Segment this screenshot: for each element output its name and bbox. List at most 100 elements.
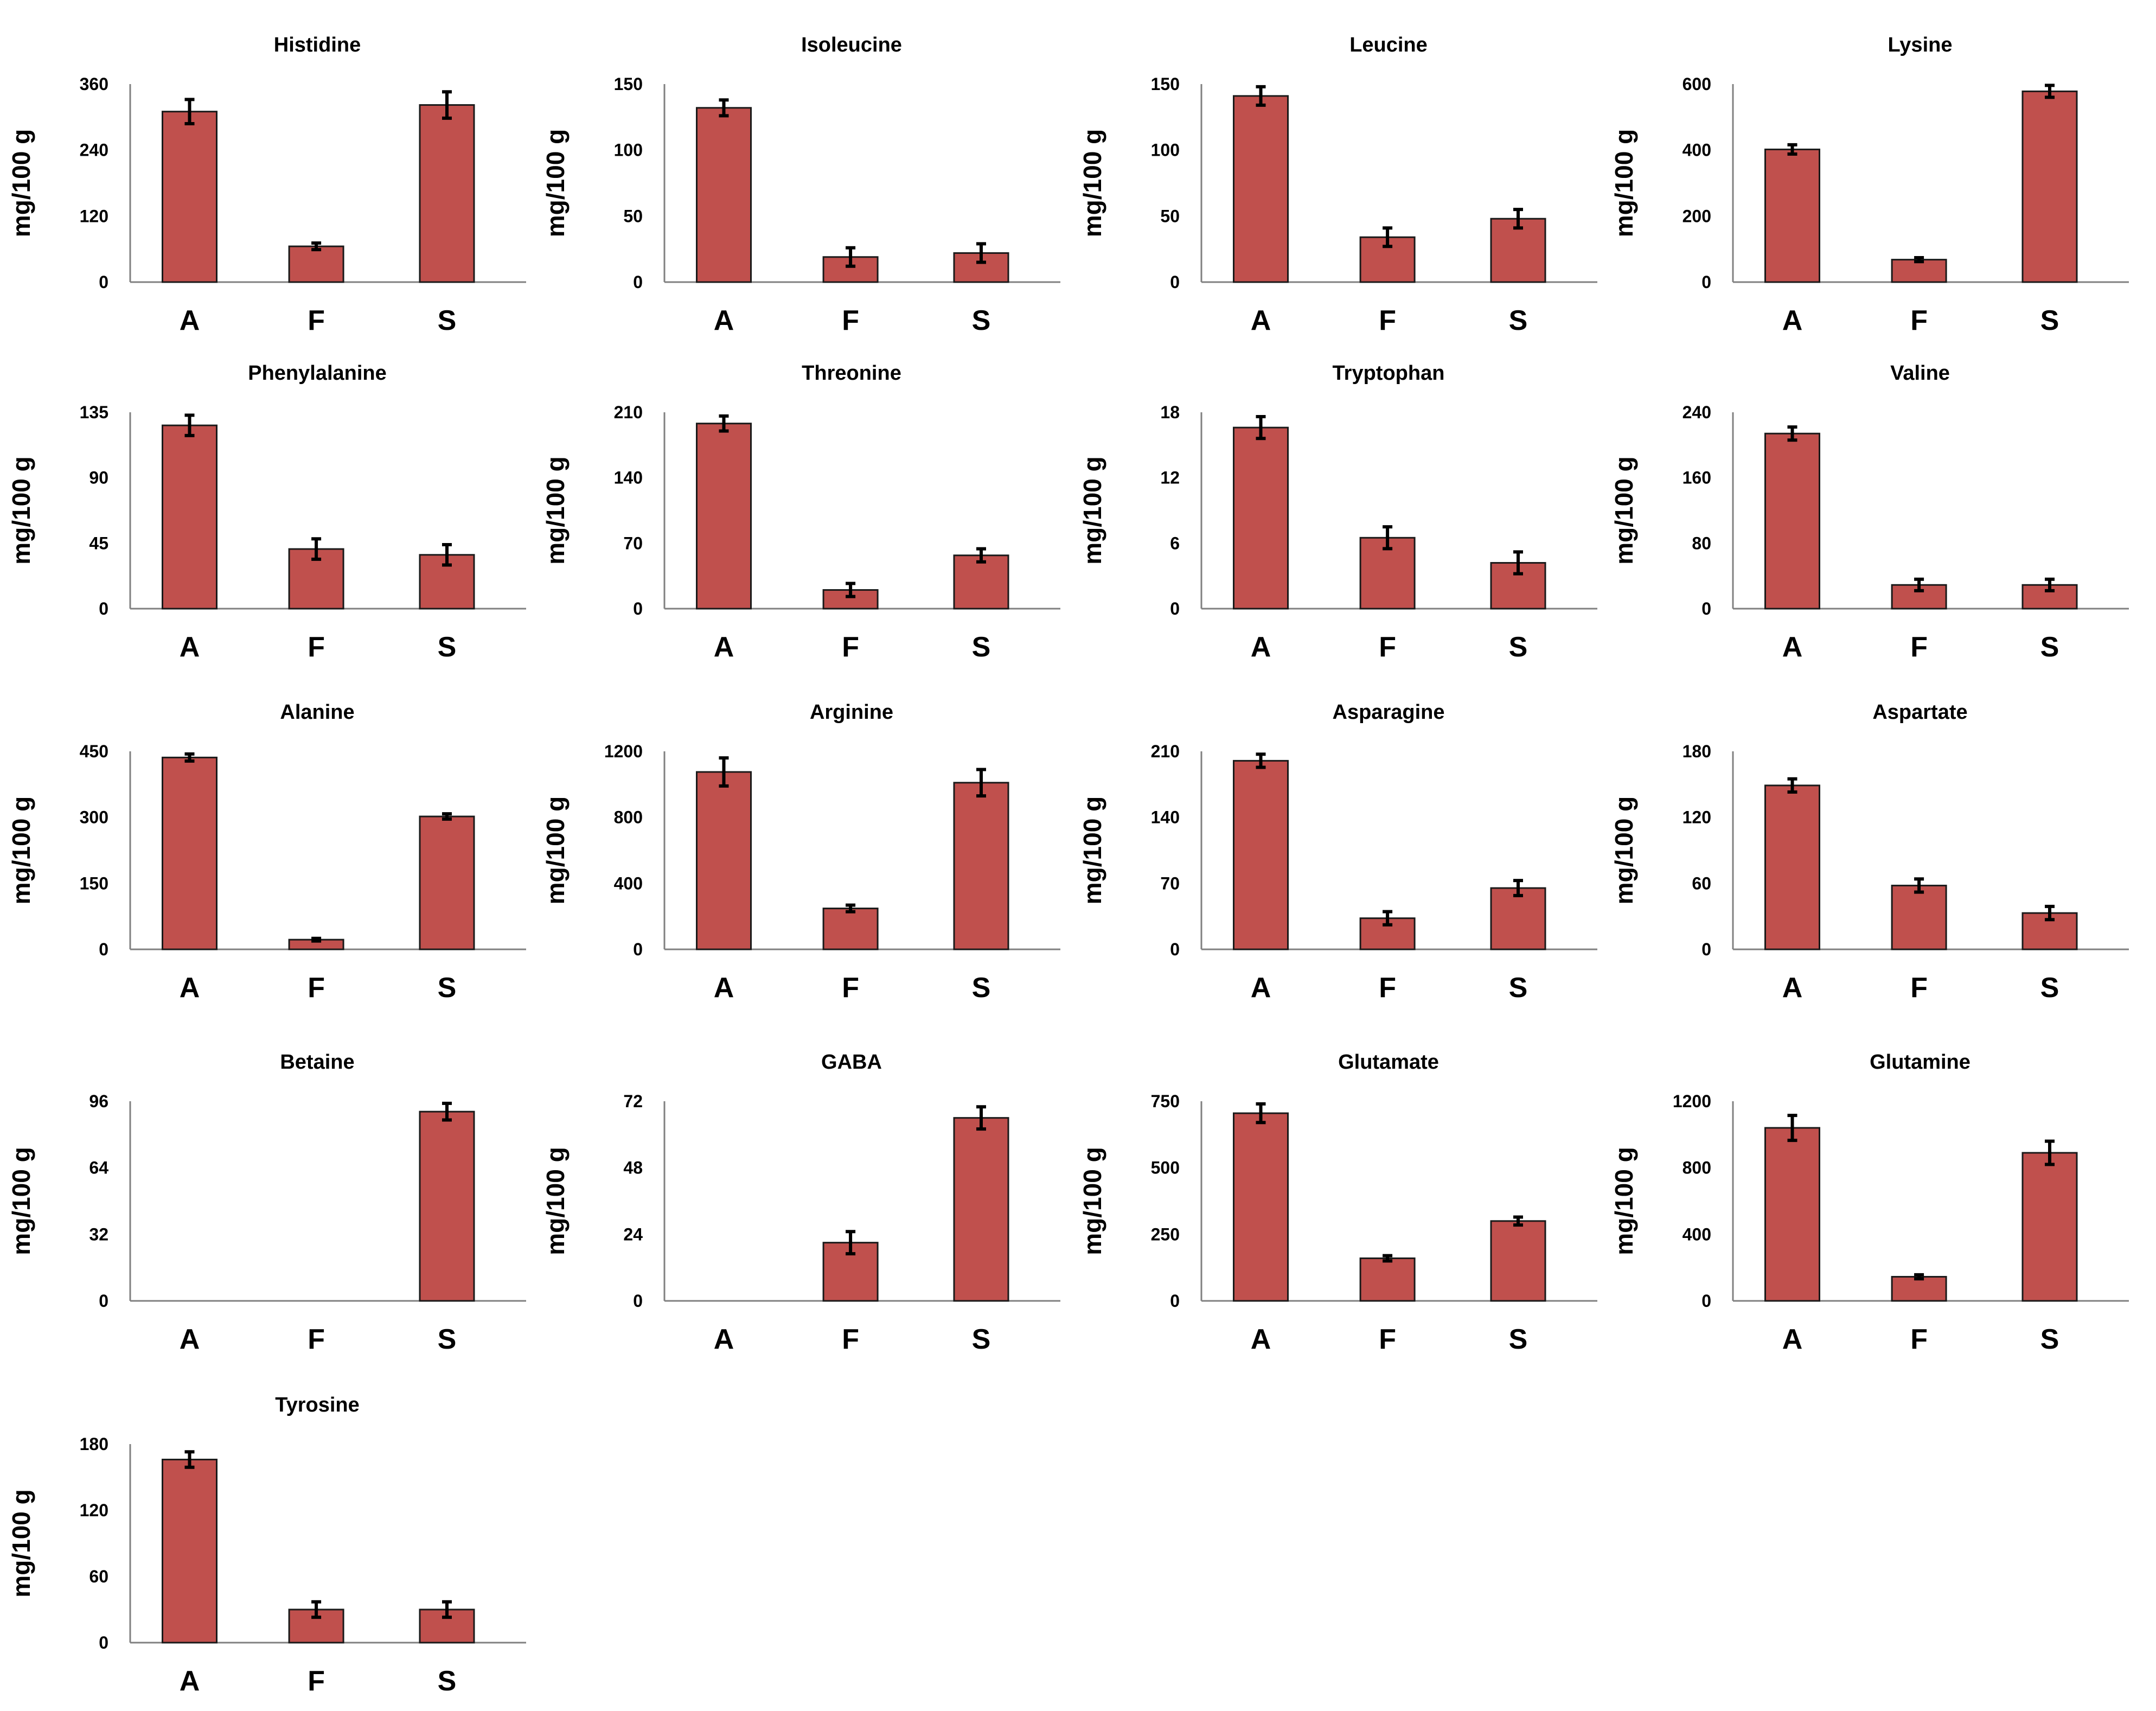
y-tick-label: 72 bbox=[623, 1091, 643, 1111]
y-axis-label: mg/100 g bbox=[1610, 796, 1638, 904]
x-tick-label: A bbox=[1782, 1324, 1803, 1355]
x-tick-label: F bbox=[308, 1324, 325, 1355]
y-tick-label: 140 bbox=[614, 468, 643, 488]
x-tick-label: S bbox=[438, 305, 457, 336]
error-bar-A bbox=[1256, 752, 1266, 769]
y-axis-label: mg/100 g bbox=[7, 456, 35, 564]
error-bar-F bbox=[1383, 1254, 1393, 1263]
y-tick-label: 180 bbox=[1682, 742, 1711, 761]
x-tick-label: F bbox=[1379, 972, 1396, 1004]
error-bar-F bbox=[846, 1230, 856, 1256]
chart-title: Glutamine bbox=[1870, 1051, 1971, 1074]
error-bar-S bbox=[1513, 879, 1523, 897]
chart-threonine: Threonine mg/100 g 0 70 140 210 A F S bbox=[541, 362, 1060, 663]
error-bar-A bbox=[1787, 777, 1797, 794]
y-tick-label: 120 bbox=[80, 206, 108, 226]
y-tick-label: 0 bbox=[633, 940, 643, 959]
x-tick-label: S bbox=[1509, 631, 1528, 663]
error-bar-S bbox=[2045, 84, 2055, 99]
x-tick-label: A bbox=[714, 972, 734, 1004]
error-bar-S bbox=[442, 1600, 452, 1619]
x-tick-label: A bbox=[714, 631, 734, 663]
x-tick-label: A bbox=[714, 1324, 734, 1355]
error-bar-F bbox=[311, 537, 322, 561]
y-tick-label: 240 bbox=[1682, 403, 1711, 422]
bar-S bbox=[419, 1110, 475, 1302]
chart-isoleucine: Isoleucine mg/100 g 0 50 100 150 A F S bbox=[541, 34, 1060, 336]
chart-alanine: Alanine mg/100 g 0 150 300 450 A F S bbox=[7, 701, 526, 1004]
y-tick-label: 0 bbox=[633, 1291, 643, 1311]
chart-title: Tyrosine bbox=[275, 1394, 360, 1416]
y-tick-label: 750 bbox=[1151, 1091, 1180, 1111]
y-tick-label: 0 bbox=[99, 1633, 108, 1652]
y-axis-label: mg/100 g bbox=[7, 129, 35, 237]
error-bar-F bbox=[1914, 1273, 1924, 1281]
error-bar-S bbox=[976, 547, 986, 564]
bar-F bbox=[822, 256, 879, 283]
bar-S bbox=[419, 104, 475, 283]
y-tick-label: 360 bbox=[80, 74, 108, 94]
error-bar-S bbox=[976, 242, 986, 264]
bar-A bbox=[1233, 95, 1289, 283]
chart-title: Aspartate bbox=[1872, 701, 1967, 724]
error-bar-F bbox=[846, 903, 856, 914]
y-tick-label: 32 bbox=[89, 1224, 108, 1244]
x-tick-label: S bbox=[2040, 631, 2059, 663]
x-tick-label: F bbox=[842, 1324, 859, 1355]
bar-A bbox=[696, 771, 752, 950]
y-axis-label: mg/100 g bbox=[541, 1147, 570, 1255]
error-bar-S bbox=[1513, 208, 1523, 230]
y-tick-label: 100 bbox=[1151, 141, 1180, 160]
error-bar-A bbox=[1787, 425, 1797, 442]
bar-S bbox=[2021, 90, 2078, 283]
error-bar-S bbox=[442, 1101, 452, 1122]
chart-lysine: Lysine mg/100 g 0 200 400 600 A F S bbox=[1610, 34, 2129, 336]
error-bar-S bbox=[2045, 577, 2055, 592]
y-tick-label: 90 bbox=[89, 468, 108, 488]
x-tick-label: S bbox=[972, 631, 991, 663]
error-bar-A bbox=[1787, 1114, 1797, 1142]
bar-S bbox=[1490, 887, 1546, 950]
error-bar-A bbox=[1787, 143, 1797, 156]
y-tick-label: 18 bbox=[1160, 403, 1180, 422]
bar-A bbox=[162, 111, 217, 283]
x-tick-label: F bbox=[1910, 1324, 1928, 1355]
y-tick-label: 0 bbox=[1170, 1291, 1180, 1311]
chart-glutamate: Glutamate mg/100 g 0 250 500 750 A F S bbox=[1078, 1051, 1597, 1355]
x-tick-label: F bbox=[842, 972, 859, 1004]
bar-A bbox=[1764, 148, 1820, 283]
chart-histidine: Histidine mg/100 g 0 120 240 360 A F S bbox=[7, 34, 526, 336]
y-tick-label: 50 bbox=[1160, 206, 1180, 226]
y-axis-label: mg/100 g bbox=[541, 129, 570, 237]
error-bar-F bbox=[1383, 226, 1393, 248]
y-tick-label: 0 bbox=[1701, 940, 1711, 959]
chart-title: Valine bbox=[1890, 362, 1950, 385]
x-tick-label: F bbox=[1910, 305, 1928, 336]
error-bar-S bbox=[442, 812, 452, 821]
y-tick-label: 70 bbox=[1160, 873, 1180, 893]
x-tick-label: F bbox=[1379, 305, 1396, 336]
bar-F bbox=[288, 245, 344, 283]
error-bar-A bbox=[719, 98, 729, 118]
x-tick-label: S bbox=[1509, 972, 1528, 1004]
x-tick-label: A bbox=[1251, 1324, 1271, 1355]
y-tick-label: 0 bbox=[1701, 272, 1711, 292]
bar-A bbox=[162, 1458, 217, 1644]
y-tick-label: 800 bbox=[1682, 1158, 1711, 1178]
x-tick-label: S bbox=[1509, 305, 1528, 336]
x-tick-label: F bbox=[1910, 631, 1928, 663]
bar-S bbox=[953, 782, 1009, 950]
y-tick-label: 135 bbox=[80, 403, 108, 422]
chart-title: Glutamate bbox=[1338, 1051, 1439, 1074]
y-tick-label: 0 bbox=[99, 272, 108, 292]
y-axis-label: mg/100 g bbox=[1078, 456, 1106, 564]
y-axis-label: mg/100 g bbox=[7, 1147, 35, 1255]
y-tick-label: 50 bbox=[623, 206, 643, 226]
y-tick-label: 48 bbox=[623, 1158, 643, 1178]
y-tick-label: 180 bbox=[80, 1434, 108, 1454]
y-tick-label: 0 bbox=[99, 599, 108, 618]
error-bar-S bbox=[2045, 1139, 2055, 1166]
y-axis-label: mg/100 g bbox=[1078, 1147, 1106, 1255]
y-tick-label: 100 bbox=[614, 141, 643, 160]
